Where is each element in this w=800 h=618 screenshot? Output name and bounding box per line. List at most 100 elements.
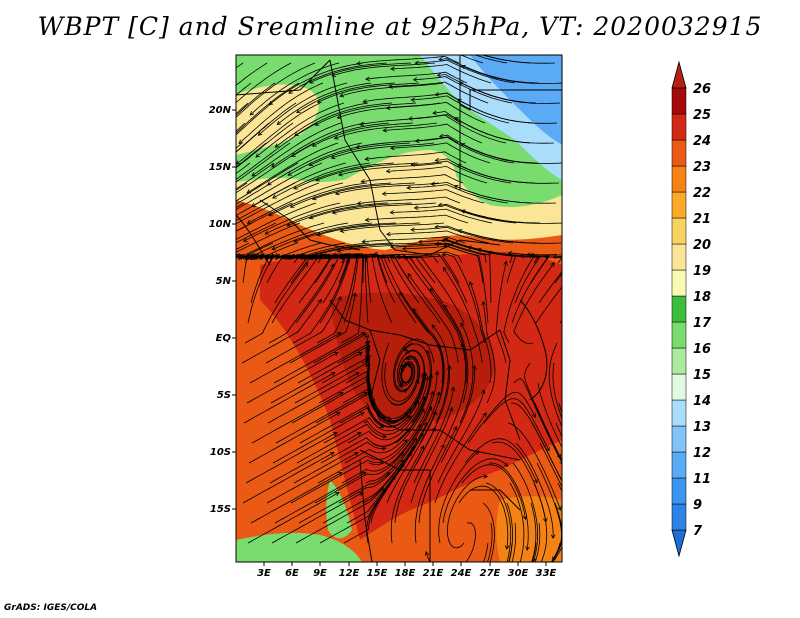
streamline-arrow bbox=[276, 120, 282, 126]
streamline bbox=[560, 462, 562, 466]
streamline bbox=[508, 542, 513, 562]
streamline-arrow bbox=[271, 163, 276, 168]
streamline-arrow bbox=[438, 133, 444, 139]
colorbar-segment bbox=[671, 295, 687, 323]
streamline bbox=[551, 502, 562, 562]
streamline-arrow bbox=[303, 254, 308, 260]
colorbar-segment bbox=[671, 269, 687, 297]
streamline-arrow bbox=[196, 147, 200, 151]
streamline bbox=[272, 162, 371, 199]
streamline bbox=[552, 362, 562, 420]
streamline-arrow bbox=[337, 295, 342, 301]
streamline bbox=[269, 432, 362, 484]
streamline bbox=[267, 372, 360, 424]
streamline bbox=[241, 299, 322, 364]
streamline-arrow bbox=[361, 239, 367, 244]
streamline bbox=[275, 253, 312, 284]
streamline bbox=[558, 402, 562, 415]
streamline-arrow bbox=[316, 98, 322, 103]
streamline bbox=[356, 254, 417, 324]
colorbar-label: 21 bbox=[693, 212, 711, 227]
streamline bbox=[236, 182, 296, 216]
streamline bbox=[314, 452, 404, 504]
streamline-arrow bbox=[399, 291, 404, 297]
streamline bbox=[435, 242, 492, 304]
streamline-arrow bbox=[195, 255, 199, 259]
streamline-arrow bbox=[431, 426, 436, 432]
streamline-arrow bbox=[450, 386, 456, 392]
streamline bbox=[392, 371, 438, 464]
colorbar-arrow-low bbox=[671, 529, 687, 558]
streamline-arrow bbox=[513, 579, 517, 583]
lat-label: 10N bbox=[209, 219, 232, 230]
map-frame bbox=[235, 54, 563, 563]
streamline bbox=[271, 122, 366, 168]
streamline-arrow bbox=[399, 451, 404, 457]
lat-label: 20N bbox=[209, 105, 232, 116]
streamline-arrow bbox=[333, 135, 339, 140]
streamline bbox=[243, 372, 336, 424]
lon-label: 24E bbox=[451, 568, 472, 579]
streamline bbox=[390, 356, 420, 406]
streamline bbox=[312, 122, 414, 147]
lon-label: 12E bbox=[339, 568, 360, 579]
streamline bbox=[236, 182, 272, 205]
streamline bbox=[442, 458, 509, 524]
streamline bbox=[407, 184, 509, 204]
lat-label: 10S bbox=[210, 447, 231, 458]
streamline-arrow bbox=[429, 390, 435, 396]
streamline bbox=[386, 230, 490, 244]
streamline bbox=[443, 343, 466, 444]
streamline bbox=[457, 164, 560, 184]
streamline bbox=[414, 444, 445, 544]
streamline-arrow bbox=[432, 110, 437, 115]
streamline bbox=[337, 242, 442, 252]
streamline bbox=[414, 205, 517, 224]
streamline bbox=[298, 472, 390, 524]
streamline bbox=[557, 482, 562, 493]
streamline-arrow bbox=[448, 406, 454, 412]
streamline bbox=[236, 122, 246, 132]
colorbar-segment bbox=[671, 373, 687, 401]
lat-label: 15N bbox=[209, 162, 232, 173]
streamline bbox=[323, 415, 412, 444]
streamline-arrow bbox=[362, 98, 368, 104]
streamline bbox=[315, 393, 397, 424]
streamline bbox=[294, 222, 397, 243]
streamline-arrow bbox=[399, 381, 404, 386]
streamline bbox=[461, 65, 562, 84]
streamline bbox=[344, 408, 425, 464]
streamline bbox=[244, 262, 309, 344]
colorbar-segment bbox=[671, 139, 687, 167]
streamline bbox=[236, 102, 321, 165]
colorbar-segment bbox=[671, 503, 687, 531]
streamline-arrow bbox=[460, 342, 465, 348]
streamline bbox=[269, 62, 364, 106]
streamline bbox=[277, 82, 372, 125]
streamline bbox=[338, 437, 417, 504]
streamline-arrow bbox=[410, 227, 415, 232]
streamline-arrow bbox=[274, 143, 280, 148]
streamline bbox=[443, 304, 469, 404]
lat-axis: 20N 15N 10N 5N EQ 5S 10S 15S bbox=[209, 105, 236, 515]
colorbar-label: 25 bbox=[693, 108, 711, 123]
streamline bbox=[403, 343, 431, 424]
colorbar-label: 20 bbox=[693, 238, 711, 253]
streamline-arrow bbox=[317, 298, 322, 304]
streamline-arrow bbox=[502, 573, 506, 577]
streamline bbox=[395, 350, 432, 444]
streamline-arrow bbox=[255, 153, 260, 158]
streamline-arrow bbox=[388, 84, 393, 89]
streamline bbox=[266, 452, 359, 504]
streamline bbox=[411, 226, 514, 244]
streamline-arrow bbox=[436, 72, 442, 78]
lat-label: 15S bbox=[210, 504, 231, 515]
streamline bbox=[531, 542, 537, 562]
streamline-arrow bbox=[429, 288, 435, 293]
streamline-arrow bbox=[339, 255, 345, 260]
streamline bbox=[386, 101, 486, 124]
streamline-arrow bbox=[403, 439, 408, 444]
streamline bbox=[236, 82, 300, 134]
streamline bbox=[357, 196, 461, 204]
